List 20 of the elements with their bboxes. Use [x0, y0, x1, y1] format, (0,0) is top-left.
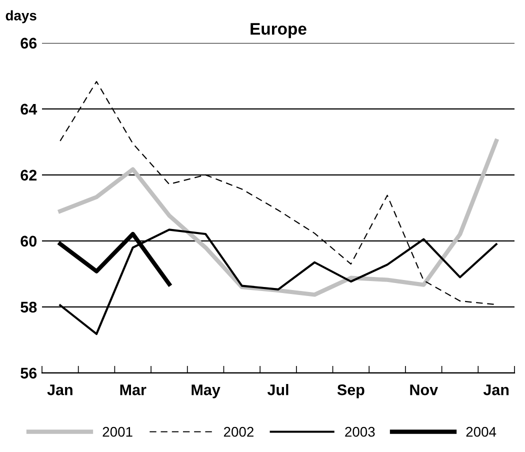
x-tick-label: Jan [47, 384, 72, 396]
legend-label: 2003 [345, 426, 375, 437]
chart-title: Europe [250, 23, 306, 38]
y-tick-label: 58 [20, 302, 37, 313]
y-tick-label: 60 [20, 236, 37, 247]
legend-label: 2004 [466, 426, 496, 437]
x-tick-label: Nov [410, 384, 438, 396]
y-tick-label: 64 [20, 104, 38, 115]
line-series [58, 138, 498, 297]
x-tick-label: Jan [483, 384, 509, 396]
y-axis-title: days [6, 10, 36, 24]
legend-label: 2002 [224, 426, 254, 437]
legend-label: 2001 [102, 426, 132, 437]
x-tick-label: Sep [337, 384, 364, 398]
x-tick-label: May [192, 384, 220, 398]
y-tick-label: 56 [20, 368, 37, 379]
y-tick-label: 62 [20, 170, 37, 181]
x-tick-label: Mar [120, 384, 146, 396]
x-tick-label: Jul [267, 384, 288, 396]
y-tick-label: 66 [20, 38, 37, 49]
